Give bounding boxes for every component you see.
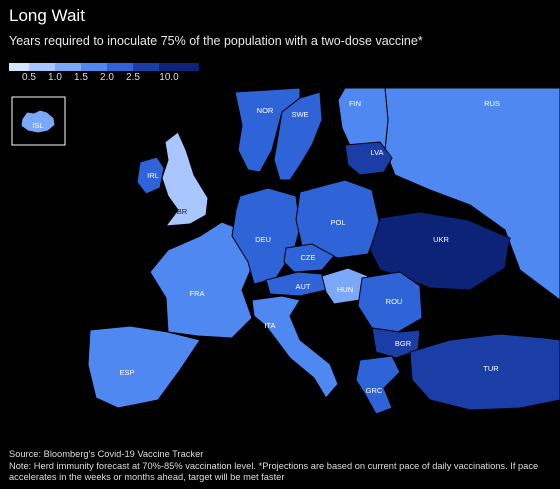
country-isl	[20, 109, 56, 134]
country-label: FRA	[190, 289, 205, 298]
source-note: Source: Bloomberg's Covid-19 Vaccine Tra…	[9, 449, 204, 459]
legend-swatch-1	[29, 63, 55, 71]
legend-tick-label: 0.5	[22, 72, 36, 83]
legend-tick-label: 2.5	[126, 72, 140, 83]
europe-map: ISL NOR SWE FIN RUS LVA IRL GBR DEU POL …	[11, 88, 560, 420]
country-label: LVA	[370, 148, 383, 157]
country-label: GRC	[366, 386, 383, 395]
country-label: ITA	[264, 321, 275, 330]
country-label: BGR	[395, 339, 412, 348]
color-legend: 0.5 1.0 1.5 2.0 2.5 10.0	[9, 63, 201, 85]
country-label: CZE	[301, 253, 316, 262]
legend-tick-label: 2.0	[100, 72, 114, 83]
country-label: POL	[330, 218, 345, 227]
country-label: HUN	[337, 285, 353, 294]
legend-swatch-6	[159, 63, 199, 71]
legend-tick-label: 10.0	[159, 72, 179, 83]
legend-tick-label: 1.5	[74, 72, 88, 83]
legend-tick-label: 1.0	[48, 72, 62, 83]
country-label: ROU	[386, 297, 403, 306]
legend-swatch-0	[9, 63, 29, 71]
country-label: GBR	[171, 207, 188, 216]
country-grc	[355, 355, 401, 415]
country-pol	[295, 179, 381, 259]
country-label: DEU	[255, 235, 271, 244]
country-ukr	[369, 211, 511, 291]
country-label: TUR	[483, 364, 499, 373]
country-fra	[149, 221, 255, 339]
country-label: ESP	[119, 368, 134, 377]
country-label: NOR	[257, 106, 274, 115]
legend-swatch-3	[81, 63, 107, 71]
country-irl	[136, 156, 165, 195]
legend-swatch-4	[107, 63, 133, 71]
legend-swatch-2	[55, 63, 81, 71]
country-nor	[234, 88, 301, 173]
country-label: RUS	[484, 99, 500, 108]
iceland-inset-frame	[11, 96, 66, 146]
country-label: ISL	[32, 121, 43, 130]
country-esp	[87, 325, 201, 409]
legend-swatch-5	[133, 63, 159, 71]
country-rou	[357, 271, 423, 333]
country-gbr	[161, 131, 209, 227]
country-tur	[409, 333, 560, 411]
country-swe	[273, 91, 323, 181]
methodology-note: Note: Herd immunity forecast at 70%-85% …	[9, 460, 539, 483]
country-label: AUT	[296, 282, 311, 291]
country-label: SWE	[291, 110, 308, 119]
country-label: IRL	[147, 171, 159, 180]
chart-footer: Source: Bloomberg's Covid-19 Vaccine Tra…	[9, 449, 554, 484]
chart-title: Long Wait	[9, 6, 85, 25]
country-cze	[283, 243, 335, 273]
country-label: UKR	[433, 235, 449, 244]
country-ita	[251, 295, 339, 399]
country-lva	[344, 141, 393, 176]
chart-subtitle: Years required to inoculate 75% of the p…	[9, 34, 423, 48]
country-label: FIN	[349, 99, 361, 108]
